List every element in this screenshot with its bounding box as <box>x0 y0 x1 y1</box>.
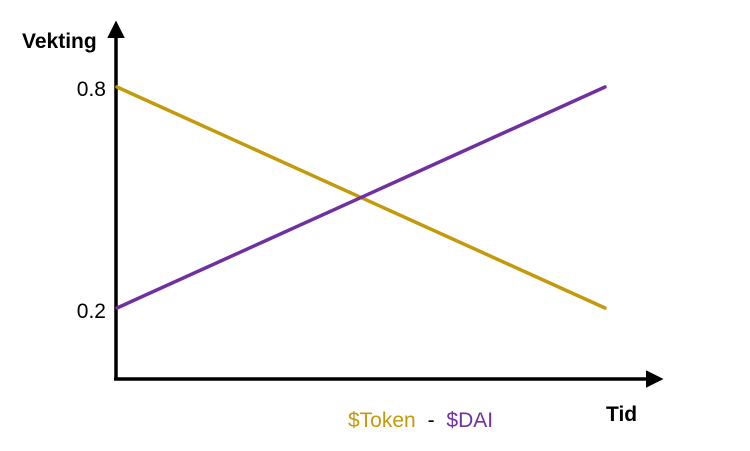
legend-entry-token: $Token <box>348 409 416 432</box>
legend: $Token - $DAI <box>348 409 493 432</box>
x-axis-title: Tid <box>606 403 637 426</box>
legend-separator: - <box>428 409 435 432</box>
series-layer <box>115 85 607 310</box>
legend-entry-dai: $DAI <box>446 409 493 432</box>
y-tick-label: 0.8 <box>77 78 106 101</box>
y-axis-title: Vekting <box>22 30 97 53</box>
y-tick-label: 0.2 <box>77 300 106 323</box>
series-line-dai <box>115 85 607 310</box>
